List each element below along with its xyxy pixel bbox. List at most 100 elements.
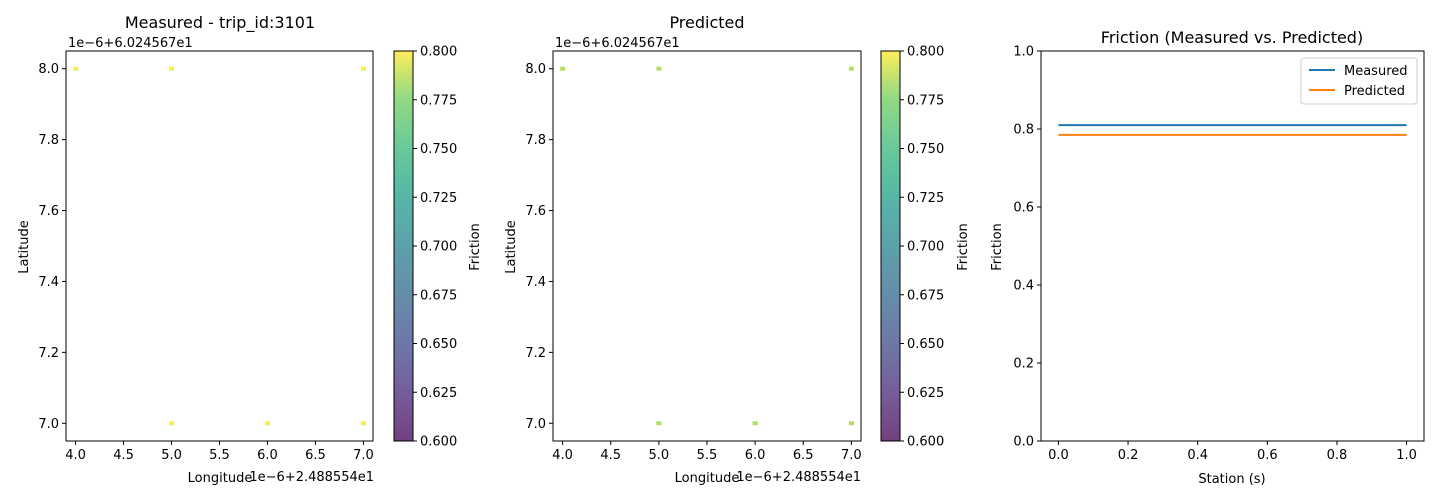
p0-colorbar-tick-label: 0.700 bbox=[420, 240, 457, 255]
p1-y-tick-label: 7.2 bbox=[525, 346, 546, 361]
line-x-axis-label: Station (s) bbox=[1198, 472, 1265, 487]
p2-x-tick-label: 0.6 bbox=[1257, 448, 1278, 463]
p0-colorbar-tick-label: 0.650 bbox=[420, 337, 457, 352]
p0-y-tick-label: 7.4 bbox=[38, 275, 59, 290]
p1-x-tick-label: 5.0 bbox=[649, 448, 670, 463]
p1-x-tick-label: 5.5 bbox=[697, 448, 718, 463]
scatter-point bbox=[73, 66, 79, 71]
scatter-point bbox=[848, 66, 854, 71]
p0-colorbar-tick-label: 0.625 bbox=[420, 386, 457, 401]
p0-y-tick-label: 7.6 bbox=[38, 204, 59, 219]
p1-x-tick-label: 6.5 bbox=[793, 448, 814, 463]
measured-plot-area: 4.0 4.5 5.0 5.5 6.0 6.5 7.0 7.0 7.2 7.4 7.6 7.8 8.0 bbox=[38, 50, 374, 463]
p1-y-tick-label: 7.0 bbox=[525, 417, 546, 432]
measured-y-offset-label: 1e−6+6.024567e1 bbox=[68, 36, 193, 51]
p0-x-tick-label: 6.5 bbox=[305, 448, 326, 463]
p2-x-tick-label: 0.8 bbox=[1327, 448, 1348, 463]
p1-colorbar-tick-label: 0.775 bbox=[907, 93, 944, 108]
p1-colorbar-tick-label: 0.700 bbox=[907, 240, 944, 255]
scatter-point bbox=[848, 421, 854, 426]
p2-y-tick-label: 0.6 bbox=[1013, 201, 1034, 216]
p2-x-tick-label: 1.0 bbox=[1396, 448, 1417, 463]
scatter-point bbox=[360, 421, 366, 426]
p0-y-tick-label: 7.8 bbox=[38, 133, 59, 148]
predicted-plot-area: 4.0 4.5 5.0 5.5 6.0 6.5 7.0 7.0 7.2 7.4 7.6 7.8 8.0 bbox=[525, 50, 862, 463]
line-y-axis-label: Friction bbox=[990, 223, 1005, 271]
predicted-colorbar-label: Friction bbox=[956, 223, 971, 271]
p1-colorbar-tick-label: 0.600 bbox=[907, 435, 944, 450]
p0-y-tick-label: 7.0 bbox=[38, 417, 59, 432]
p0-x-tick-label: 4.5 bbox=[113, 448, 134, 463]
p1-x-tick-label: 4.5 bbox=[600, 448, 621, 463]
p1-colorbar-tick-label: 0.675 bbox=[907, 288, 944, 303]
p0-colorbar-tick-label: 0.800 bbox=[420, 45, 457, 60]
predicted-x-offset-label: 1e−6+2.488554e1 bbox=[736, 470, 861, 485]
p1-colorbar-tick-label: 0.800 bbox=[907, 45, 944, 60]
scatter-point bbox=[656, 66, 662, 71]
p0-y-tick-label: 8.0 bbox=[38, 62, 59, 77]
scatter-point bbox=[264, 421, 270, 426]
predicted-x-axis-label: Longitude bbox=[675, 471, 740, 486]
measured-title: Measured - trip_id:3101 bbox=[125, 13, 315, 33]
scatter-point bbox=[656, 421, 662, 426]
p1-colorbar-tick-label: 0.750 bbox=[907, 142, 944, 157]
p0-colorbar-tick-label: 0.750 bbox=[420, 142, 457, 157]
legend-label-measured: Measured bbox=[1344, 64, 1408, 79]
legend-label-predicted: Predicted bbox=[1344, 84, 1405, 99]
measured-scatter-panel: Measured - trip_id:3101 1e−6+6.024567e1 … bbox=[17, 13, 483, 486]
predicted-title: Predicted bbox=[669, 13, 744, 32]
scatter-point bbox=[560, 66, 566, 71]
p1-x-tick-label: 6.0 bbox=[745, 448, 766, 463]
p0-y-tick-label: 7.2 bbox=[38, 346, 59, 361]
p2-x-tick-label: 0.2 bbox=[1118, 448, 1139, 463]
p1-y-tick-label: 7.6 bbox=[525, 204, 546, 219]
p1-y-tick-label: 7.8 bbox=[525, 133, 546, 148]
measured-colorbar: 0.600 0.625 0.650 0.675 0.700 0.725 0.750 0.775… bbox=[393, 45, 457, 450]
p1-axes-frame bbox=[552, 50, 862, 442]
predicted-y-axis-label: Latitude bbox=[504, 220, 519, 274]
predicted-scatter-panel: Predicted 1e−6+6.024567e1 4.0 4.5 5.0 5.5 6.… bbox=[504, 13, 971, 486]
p2-y-tick-label: 0.4 bbox=[1013, 279, 1034, 294]
p1-colorbar-tick-label: 0.725 bbox=[907, 191, 944, 206]
p0-x-tick-label: 6.0 bbox=[257, 448, 278, 463]
p0-axes-frame bbox=[65, 50, 374, 442]
p2-y-tick-label: 0.8 bbox=[1013, 123, 1034, 138]
p2-y-tick-label: 0.0 bbox=[1013, 435, 1034, 450]
p2-axes-frame bbox=[1040, 50, 1425, 442]
p0-colorbar-tick-label: 0.600 bbox=[420, 435, 457, 450]
line-plot-area: 0.0 0.2 0.4 0.6 0.8 1.0 0.0 0.2 0.4 0.6 0.8 1.0 bbox=[1013, 45, 1425, 463]
predicted-colorbar: 0.600 0.625 0.650 0.675 0.700 0.725 0.750 0.775… bbox=[880, 45, 944, 450]
p0-x-tick-label: 5.0 bbox=[161, 448, 182, 463]
p0-x-tick-label: 4.0 bbox=[65, 448, 86, 463]
p0-colorbar-tick-label: 0.675 bbox=[420, 288, 457, 303]
p0-x-tick-label: 7.0 bbox=[353, 448, 374, 463]
line-legend: Measured Predicted bbox=[1300, 57, 1418, 105]
p1-colorbar-tick-label: 0.650 bbox=[907, 337, 944, 352]
scatter-point bbox=[169, 421, 175, 426]
measured-y-axis-label: Latitude bbox=[17, 220, 32, 274]
p2-y-tick-label: 0.2 bbox=[1013, 357, 1034, 372]
p0-colorbar-tick-label: 0.725 bbox=[420, 191, 457, 206]
friction-line-panel: Friction (Measured vs. Predicted) 0.0 0.2… bbox=[990, 28, 1425, 487]
scatter-point bbox=[169, 66, 175, 71]
p2-x-tick-label: 0.4 bbox=[1187, 448, 1208, 463]
p0-x-tick-label: 5.5 bbox=[209, 448, 230, 463]
p1-y-tick-label: 8.0 bbox=[525, 62, 546, 77]
p0-colorbar-tick-label: 0.775 bbox=[420, 93, 457, 108]
predicted-y-offset-label: 1e−6+6.024567e1 bbox=[555, 36, 680, 51]
p2-y-tick-label: 1.0 bbox=[1013, 45, 1034, 60]
p1-x-tick-label: 7.0 bbox=[841, 448, 862, 463]
p1-colorbar-tick-label: 0.625 bbox=[907, 386, 944, 401]
scatter-point bbox=[360, 66, 366, 71]
p0-colorbar-gradient bbox=[394, 51, 413, 441]
line-title: Friction (Measured vs. Predicted) bbox=[1101, 28, 1363, 47]
measured-x-axis-label: Longitude bbox=[188, 471, 253, 486]
measured-x-offset-label: 1e−6+2.488554e1 bbox=[249, 470, 374, 485]
p1-y-tick-label: 7.4 bbox=[525, 275, 546, 290]
p1-x-tick-label: 4.0 bbox=[552, 448, 573, 463]
p1-colorbar-gradient bbox=[881, 51, 900, 441]
p2-x-tick-label: 0.0 bbox=[1048, 448, 1069, 463]
scatter-point bbox=[752, 421, 758, 426]
measured-colorbar-label: Friction bbox=[468, 223, 483, 271]
